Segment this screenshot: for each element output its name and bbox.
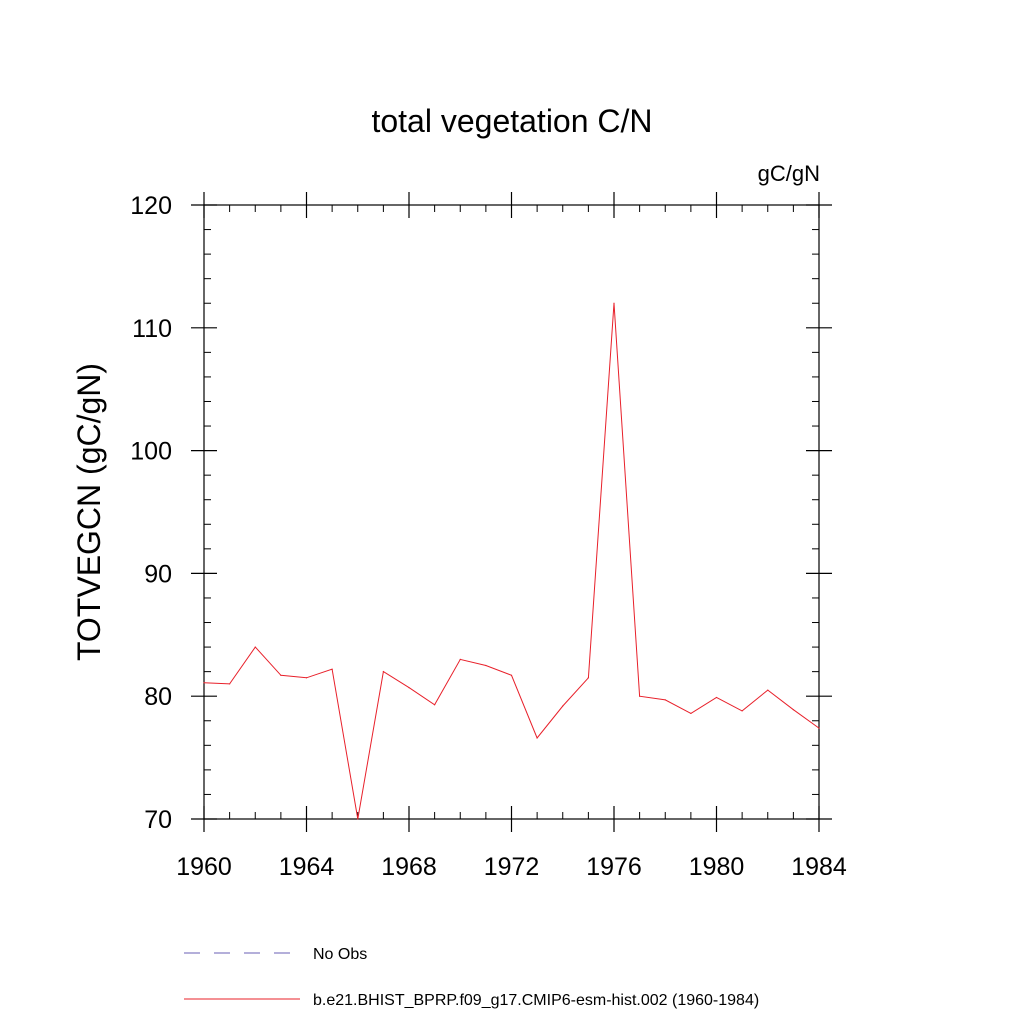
minor-ticks bbox=[204, 205, 819, 819]
x-tick-label: 1960 bbox=[176, 853, 232, 881]
data-point bbox=[331, 668, 333, 670]
y-tick-labels: 70 80 90 100 110 120 bbox=[130, 192, 172, 834]
data-point bbox=[536, 737, 538, 739]
series-layer bbox=[203, 302, 820, 820]
data-point bbox=[767, 689, 769, 691]
data-point bbox=[382, 671, 384, 673]
data-point bbox=[408, 687, 410, 689]
data-point bbox=[203, 682, 205, 684]
plot-frame bbox=[203, 204, 820, 820]
chart-title: total vegetation C/N bbox=[371, 103, 652, 139]
data-point bbox=[305, 677, 308, 679]
x-tick-labels: 1960 1964 1968 1972 1976 1980 1984 bbox=[176, 853, 847, 881]
data-point bbox=[510, 674, 513, 676]
data-point bbox=[690, 712, 692, 714]
data-point bbox=[357, 818, 359, 820]
legend-label-model: b.e21.BHIST_BPRP.f09_g17.CMIP6-esm-hist.… bbox=[313, 992, 759, 1009]
data-point bbox=[741, 710, 743, 712]
data-point bbox=[254, 646, 256, 648]
data-point bbox=[613, 302, 615, 304]
y-axis-label: TOTVEGCN (gC/gN) bbox=[71, 363, 107, 661]
legend-label-no-obs: No Obs bbox=[313, 946, 367, 963]
legend: No Obs b.e21.BHIST_BPRP.f09_g17.CMIP6-es… bbox=[184, 946, 759, 1009]
y-tick-label: 100 bbox=[130, 438, 172, 466]
data-point bbox=[792, 709, 794, 711]
y-tick-label: 110 bbox=[132, 315, 172, 343]
data-point bbox=[485, 664, 487, 667]
y-tick-label: 70 bbox=[144, 806, 172, 834]
data-point bbox=[229, 683, 231, 685]
plot-area: 1960 1964 1968 1972 1976 1980 1984 70 80 90 100 11… bbox=[130, 192, 847, 881]
data-point bbox=[459, 658, 461, 660]
major-ticks bbox=[191, 192, 832, 832]
data-point bbox=[818, 727, 820, 729]
data-point bbox=[715, 696, 718, 699]
data-point bbox=[587, 677, 589, 679]
x-tick-label: 1976 bbox=[586, 853, 642, 881]
y-tick-label: 120 bbox=[130, 192, 172, 220]
x-tick-label: 1984 bbox=[791, 853, 847, 881]
x-tick-label: 1980 bbox=[689, 853, 745, 881]
x-tick-label: 1964 bbox=[279, 853, 335, 881]
series-line-0 bbox=[203, 303, 820, 820]
data-point bbox=[434, 704, 436, 706]
units-label: gC/gN bbox=[758, 161, 820, 186]
data-point bbox=[664, 699, 666, 701]
data-point bbox=[639, 695, 641, 697]
y-tick-label: 90 bbox=[144, 560, 172, 588]
data-point bbox=[562, 705, 564, 707]
x-tick-label: 1968 bbox=[381, 853, 437, 881]
x-tick-label: 1972 bbox=[484, 853, 540, 881]
y-tick-label: 80 bbox=[144, 683, 172, 711]
data-point bbox=[280, 674, 282, 676]
